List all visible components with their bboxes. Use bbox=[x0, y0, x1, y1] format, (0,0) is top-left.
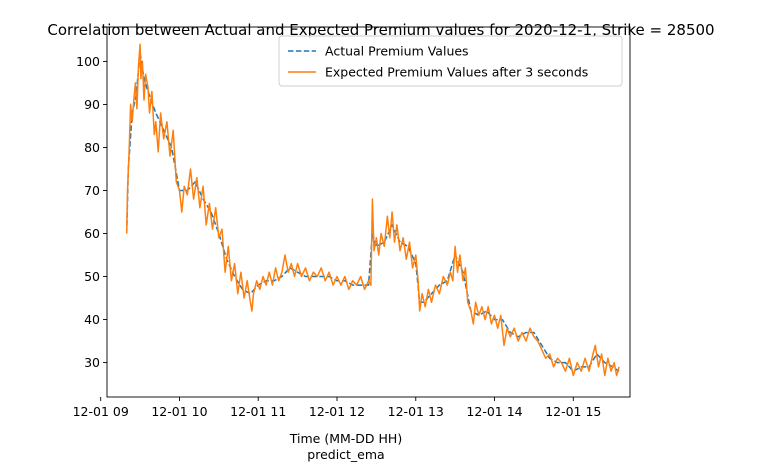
legend: Actual Premium Values Expected Premium Va… bbox=[278, 35, 623, 87]
y-tick-label: 100 bbox=[76, 54, 100, 69]
plot-frame bbox=[106, 26, 631, 398]
x-axis-label: Time (MM-DD HH) bbox=[289, 431, 402, 446]
y-tick-label: 60 bbox=[84, 226, 100, 241]
series-line-1 bbox=[125, 43, 620, 377]
y-tick-label: 80 bbox=[84, 140, 100, 155]
x-tick-label: 12-01 09 bbox=[73, 404, 129, 419]
x-tick-label: 12-01 10 bbox=[151, 404, 207, 419]
legend-box bbox=[278, 35, 623, 87]
axes: 12-01 09 12-01 10 12-01 11 12-01 12 12-01 13… bbox=[73, 26, 631, 419]
legend-label-0: Actual Premium Values bbox=[325, 44, 469, 59]
y-tick-label: 50 bbox=[84, 269, 100, 284]
y-tick-label: 30 bbox=[84, 355, 100, 370]
x-tick-label: 12-01 14 bbox=[466, 404, 522, 419]
x-tick-label: 12-01 15 bbox=[545, 404, 601, 419]
x-tick-label: 12-01 11 bbox=[230, 404, 286, 419]
y-tick-label: 90 bbox=[84, 97, 100, 112]
x-axis-sublabel: predict_ema bbox=[307, 447, 384, 462]
y-tick-label: 70 bbox=[84, 183, 100, 198]
x-tick-label: 12-01 12 bbox=[309, 404, 365, 419]
plot-area bbox=[125, 43, 620, 377]
y-tick-label: 40 bbox=[84, 312, 100, 327]
legend-label-1: Expected Premium Values after 3 seconds bbox=[325, 65, 588, 80]
x-tick-label: 12-01 13 bbox=[388, 404, 444, 419]
chart-title: Correlation between Actual and Expected … bbox=[47, 21, 714, 39]
